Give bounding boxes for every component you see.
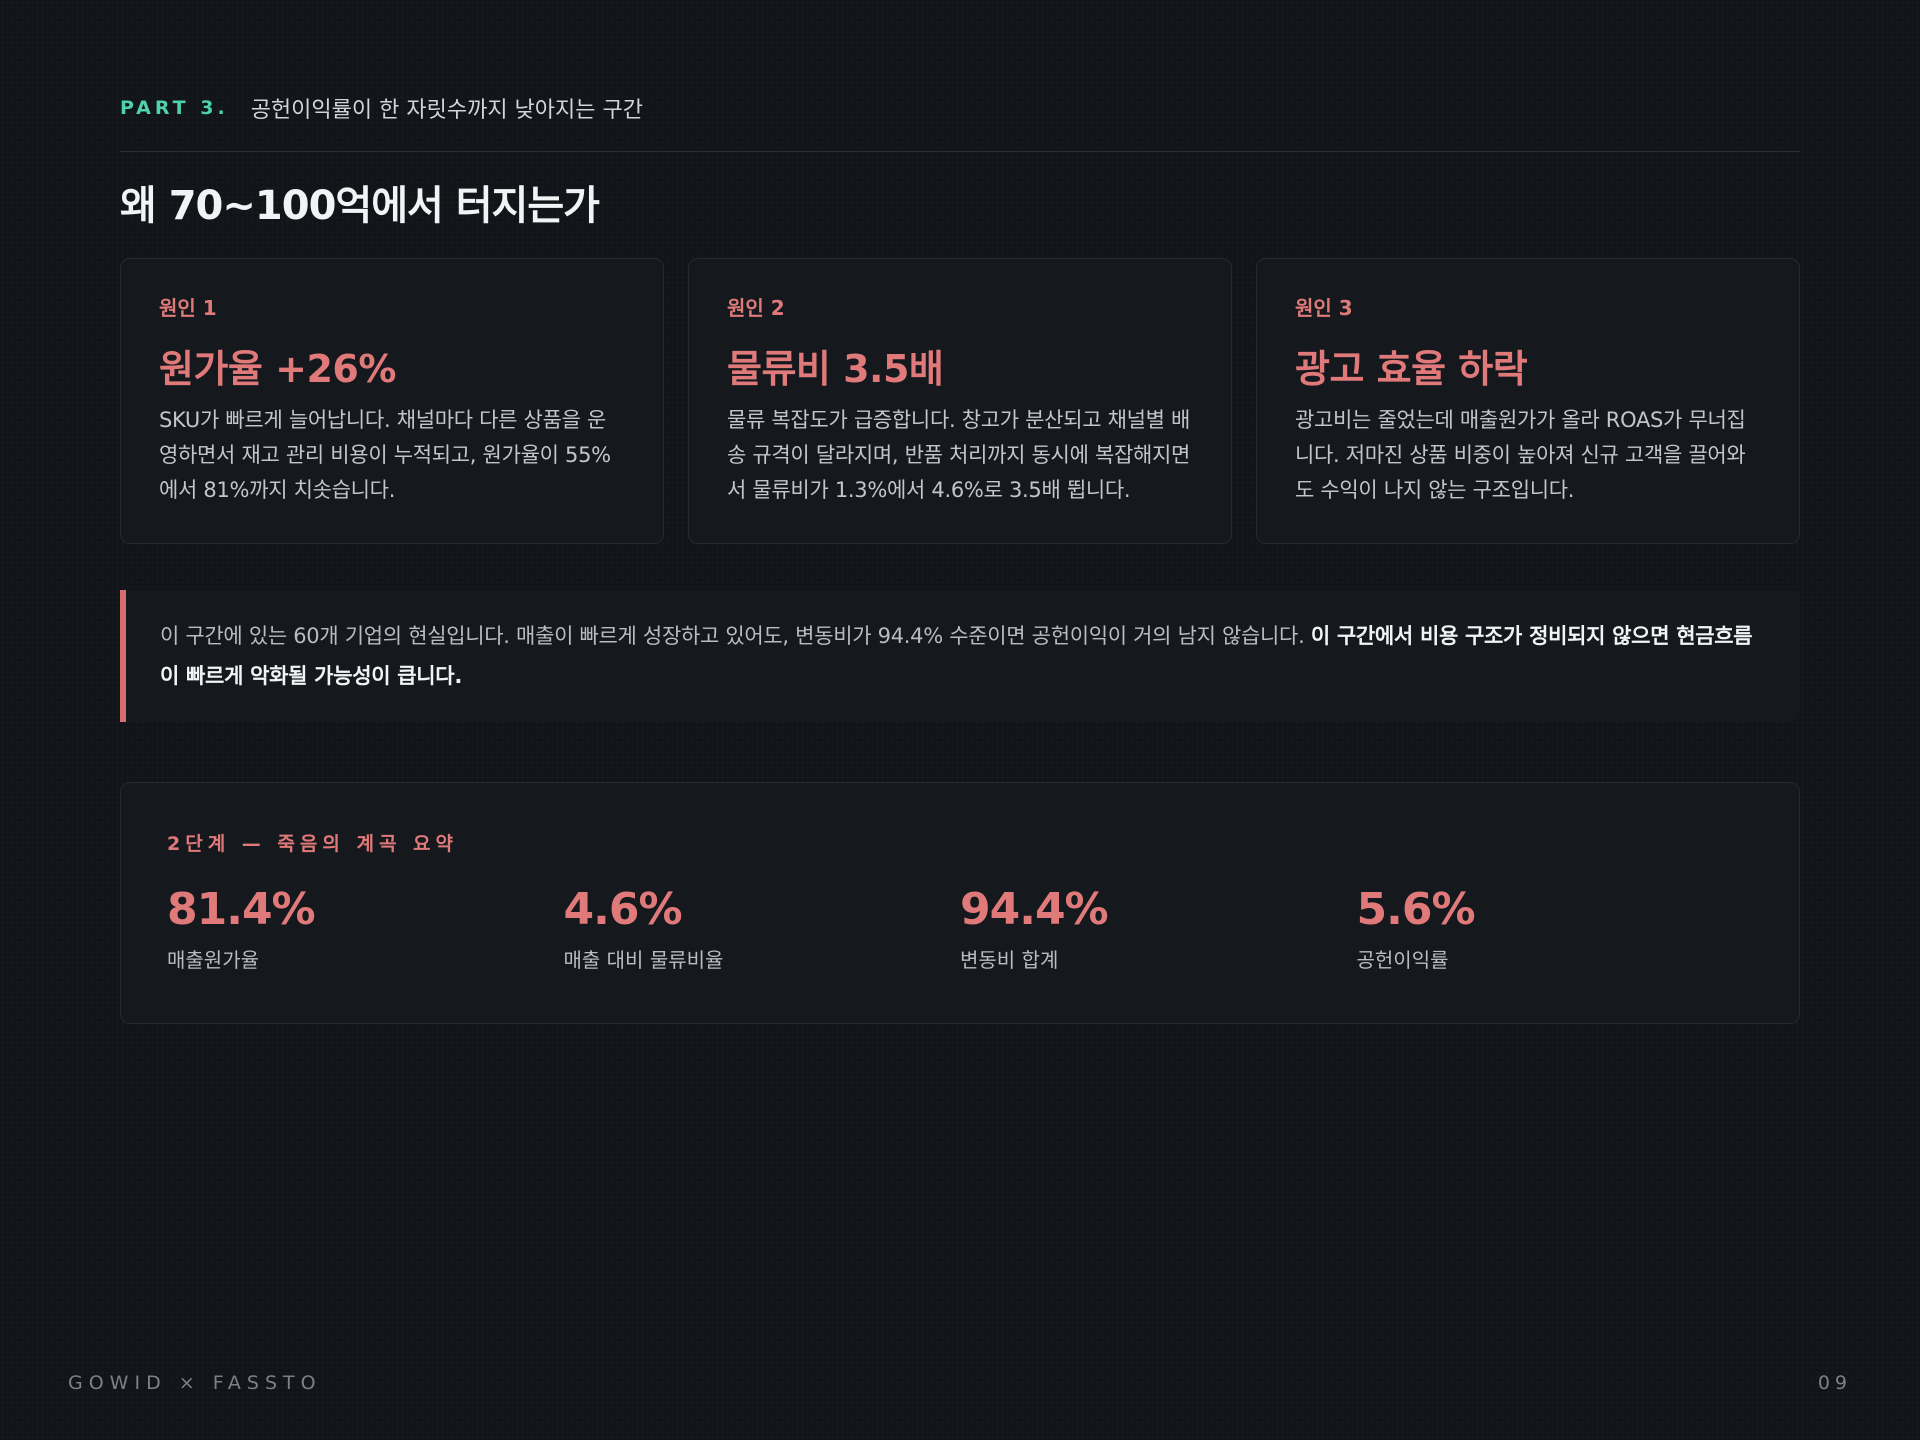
cause-title: 원가율 +26%: [159, 347, 396, 391]
cause-card-1: 원인 1 원가율 +26% SKU가 빠르게 늘어납니다. 채널마다 다른 상품…: [120, 258, 664, 544]
metric-value: 4.6%: [563, 884, 683, 935]
footer-brand: GOWID × FASSTO: [68, 1372, 322, 1394]
metric-logistics-ratio: 4.6% 매출 대비 물류비율: [564, 883, 961, 973]
metric-label: 공헌이익률: [1356, 948, 1449, 972]
metric-value: 94.4%: [960, 884, 1109, 935]
metric-label: 매출 대비 물류비율: [563, 948, 724, 972]
cause-body: 광고비는 줄었는데 매출원가가 올라 ROAS가 무너집니다. 저마진 상품 비…: [1295, 408, 1746, 502]
cause-title: 광고 효율 하락: [1295, 347, 1528, 391]
callout-text: 이 구간에 있는 60개 기업의 현실입니다. 매출이 빠르게 성장하고 있어도…: [160, 624, 1311, 648]
cause-body: SKU가 빠르게 늘어납니다. 채널마다 다른 상품을 운영하면서 재고 관리 …: [159, 408, 611, 502]
cause-cards: 원인 1 원가율 +26% SKU가 빠르게 늘어납니다. 채널마다 다른 상품…: [120, 258, 1800, 544]
part-label: PART 3.: [120, 97, 229, 119]
metric-value: 81.4%: [167, 884, 316, 935]
metric-value: 5.6%: [1356, 884, 1476, 935]
cause-body: 물류 복잡도가 급증합니다. 창고가 분산되고 채널별 배송 규격이 달라지며,…: [727, 408, 1191, 502]
metric-contribution-margin: 5.6% 공헌이익률: [1357, 883, 1754, 973]
cause-title: 물류비 3.5배: [727, 347, 944, 391]
summary-panel: 2단계 — 죽음의 계곡 요약 81.4% 매출원가율 4.6% 매출 대비 물…: [120, 782, 1800, 1024]
cause-card-2: 원인 2 물류비 3.5배 물류 복잡도가 급증합니다. 창고가 분산되고 채널…: [688, 258, 1232, 544]
callout-emphasis: 이 구간에서 비용 구조가 정비되지 않으면 현금흐름이 빠르게 악화될 가능성…: [160, 624, 1753, 688]
cause-card-3: 원인 3 광고 효율 하락 광고비는 줄었는데 매출원가가 올라 ROAS가 무…: [1256, 258, 1800, 544]
metric-variable-cost: 94.4% 변동비 합계: [960, 883, 1357, 973]
metric-label: 매출원가율: [167, 948, 259, 972]
summary-title: 2단계 — 죽음의 계곡 요약: [167, 833, 458, 855]
cause-kicker: 원인 3: [1295, 296, 1353, 320]
cause-kicker: 원인 2: [727, 296, 785, 320]
section-header: PART 3. 공헌이익률이 한 자릿수까지 낮아지는 구간: [120, 92, 1800, 124]
summary-metrics: 81.4% 매출원가율 4.6% 매출 대비 물류비율 94.4% 변동비 합계…: [167, 883, 1753, 973]
part-description: 공헌이익률이 한 자릿수까지 낮아지는 구간: [250, 98, 643, 123]
metric-cogs-ratio: 81.4% 매출원가율: [167, 883, 564, 973]
page-number: 09: [1817, 1372, 1852, 1394]
page-title: 왜 70~100억에서 터지는가: [120, 183, 600, 229]
metric-label: 변동비 합계: [960, 948, 1059, 972]
cause-kicker: 원인 1: [159, 296, 217, 320]
callout-box: 이 구간에 있는 60개 기업의 현실입니다. 매출이 빠르게 성장하고 있어도…: [120, 590, 1800, 722]
header-divider: [120, 151, 1800, 152]
